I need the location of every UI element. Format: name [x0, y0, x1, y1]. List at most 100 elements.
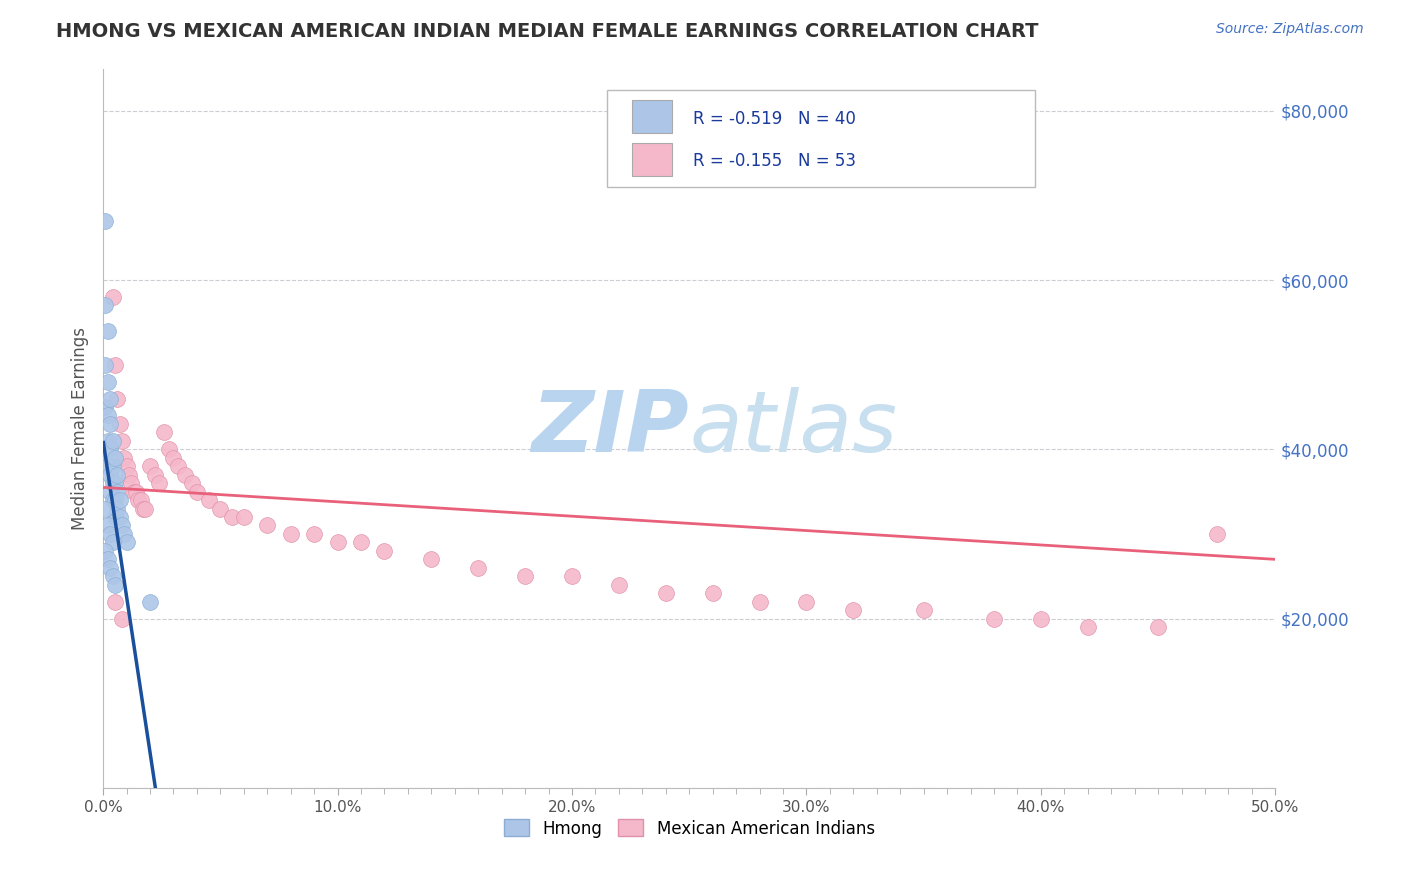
Point [373, 544, 395, 558]
Point [115, 535, 138, 549]
Point [513, 569, 536, 583]
Point [842, 603, 865, 617]
Point [101, 476, 124, 491]
Point [120, 476, 142, 491]
Point [94, 501, 117, 516]
FancyBboxPatch shape [631, 100, 672, 133]
Point [796, 595, 818, 609]
Point [561, 569, 583, 583]
Point [467, 561, 489, 575]
Point [97, 434, 120, 448]
Point [105, 467, 128, 482]
Point [174, 467, 197, 482]
Point [111, 611, 134, 625]
Point [97, 552, 120, 566]
Point [101, 290, 124, 304]
Point [98, 417, 121, 431]
Point [97, 375, 120, 389]
Point [1147, 620, 1170, 634]
Point [112, 527, 135, 541]
Point [97, 324, 120, 338]
Point [280, 527, 302, 541]
Point [167, 459, 190, 474]
Point [104, 476, 127, 491]
Point [122, 484, 145, 499]
Point [97, 459, 120, 474]
Point [105, 392, 128, 406]
Point [162, 450, 184, 465]
Legend: Hmong, Mexican American Indians: Hmong, Mexican American Indians [496, 813, 882, 844]
Point [111, 434, 134, 448]
Point [221, 510, 243, 524]
Text: HMONG VS MEXICAN AMERICAN INDIAN MEDIAN FEMALE EARNINGS CORRELATION CHART: HMONG VS MEXICAN AMERICAN INDIAN MEDIAN … [56, 22, 1039, 41]
Point [148, 476, 170, 491]
Point [134, 501, 156, 516]
Point [98, 467, 121, 482]
Point [104, 578, 127, 592]
Point [702, 586, 724, 600]
Point [97, 518, 120, 533]
Point [153, 425, 176, 440]
Point [1205, 527, 1227, 541]
Point [98, 392, 121, 406]
Text: R = -0.519   N = 40: R = -0.519 N = 40 [693, 110, 856, 128]
Point [108, 510, 131, 524]
Point [912, 603, 935, 617]
Point [101, 459, 124, 474]
Point [101, 535, 124, 549]
Point [132, 501, 155, 516]
Point [181, 476, 204, 491]
Point [139, 459, 162, 474]
Point [197, 493, 219, 508]
Point [104, 358, 127, 372]
Point [98, 527, 121, 541]
Point [94, 214, 117, 228]
Point [101, 569, 124, 583]
Point [748, 595, 770, 609]
Point [420, 552, 443, 566]
Point [101, 493, 124, 508]
Point [98, 484, 121, 499]
Point [655, 586, 678, 600]
Point [232, 510, 254, 524]
Point [209, 501, 232, 516]
Point [127, 493, 149, 508]
FancyBboxPatch shape [607, 90, 1035, 187]
Text: Source: ZipAtlas.com: Source: ZipAtlas.com [1216, 22, 1364, 37]
Point [326, 535, 349, 549]
Point [108, 417, 131, 431]
Point [186, 484, 208, 499]
Point [111, 518, 134, 533]
Point [157, 442, 180, 457]
Point [104, 450, 127, 465]
Point [101, 434, 124, 448]
Point [302, 527, 325, 541]
Point [112, 450, 135, 465]
Point [1029, 611, 1052, 625]
Point [139, 595, 162, 609]
FancyBboxPatch shape [631, 143, 672, 176]
Point [607, 578, 630, 592]
Point [125, 484, 148, 499]
Text: atlas: atlas [689, 386, 897, 470]
Point [105, 484, 128, 499]
Point [143, 467, 166, 482]
Point [104, 510, 127, 524]
Point [350, 535, 373, 549]
Point [97, 409, 120, 423]
Point [105, 501, 128, 516]
Y-axis label: Median Female Earnings: Median Female Earnings [72, 326, 89, 530]
Point [94, 400, 117, 414]
Point [94, 544, 117, 558]
Point [1077, 620, 1099, 634]
Point [115, 459, 138, 474]
Text: ZIP: ZIP [531, 386, 689, 470]
Point [108, 493, 131, 508]
Text: R = -0.155   N = 53: R = -0.155 N = 53 [693, 153, 856, 170]
Point [256, 518, 278, 533]
Point [98, 561, 121, 575]
Point [98, 442, 121, 457]
Point [983, 611, 1005, 625]
Point [94, 358, 117, 372]
Point [129, 493, 152, 508]
